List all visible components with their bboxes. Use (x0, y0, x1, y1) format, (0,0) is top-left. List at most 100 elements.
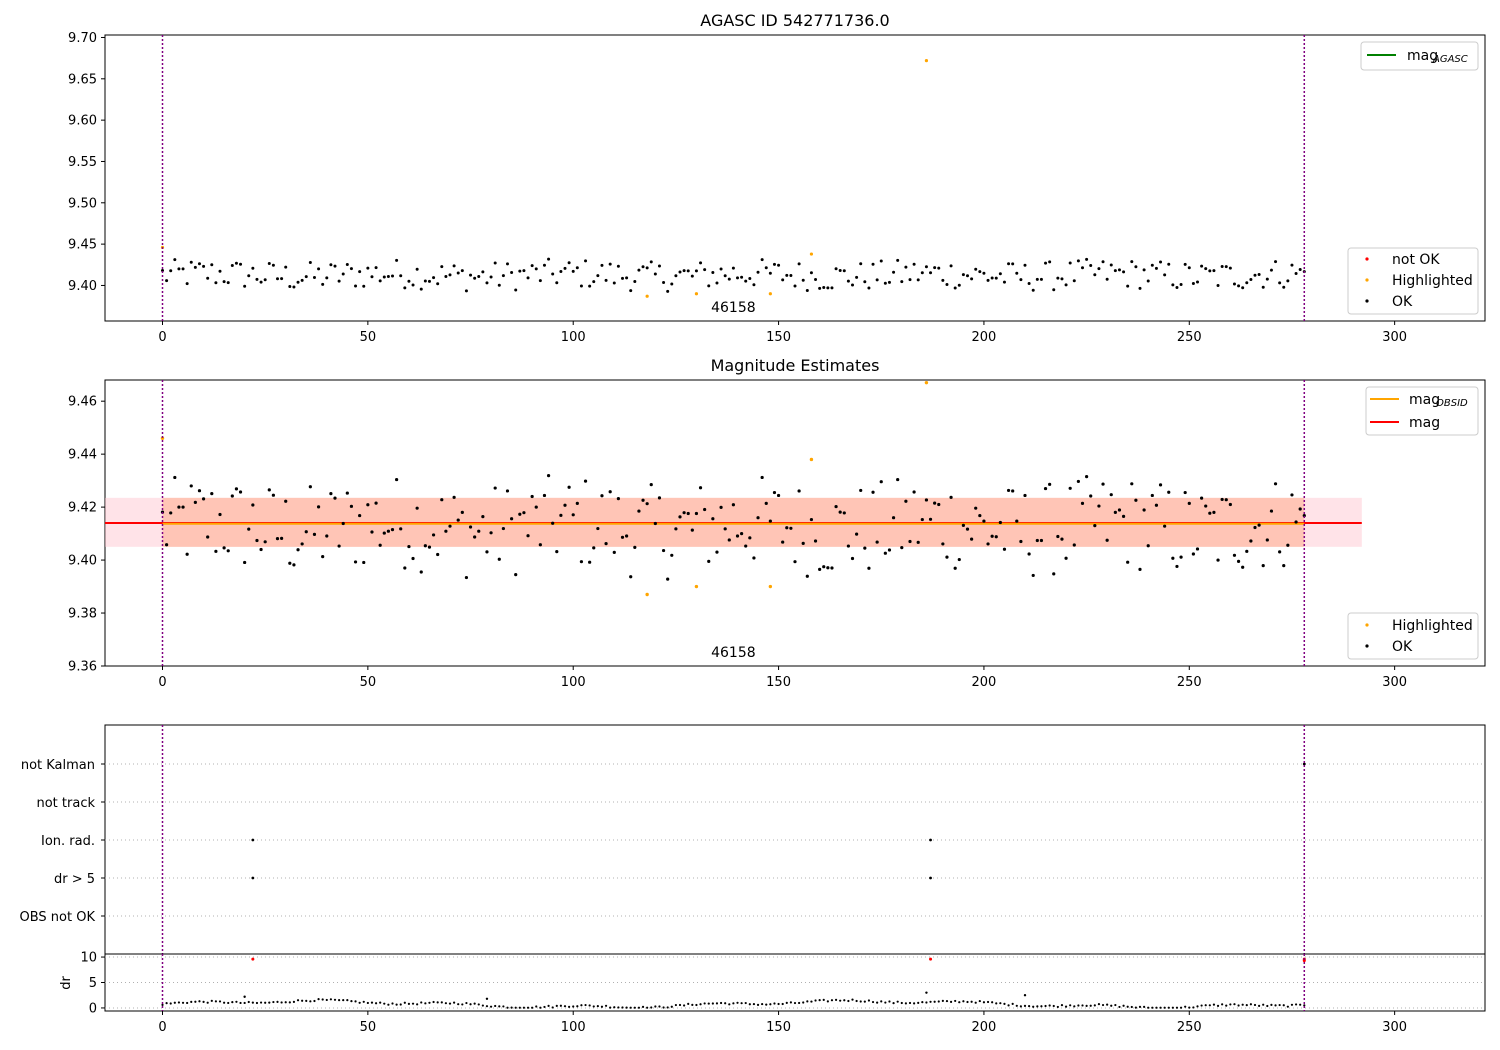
p1-ok-point (953, 286, 957, 290)
p4-dr-point (662, 1006, 665, 1009)
p1-ok-point (957, 283, 961, 287)
p2-ok-point (1191, 552, 1195, 556)
p4-dr-point (1036, 1005, 1039, 1008)
p4-dr-point (752, 1002, 756, 1006)
p4-dr-point (514, 1006, 517, 1009)
p2-ok-point (990, 534, 994, 538)
p1-ok-point (666, 289, 670, 293)
p1-ok-point (1204, 267, 1208, 271)
p2-ok-point (1212, 510, 1216, 515)
p1-ok-point (317, 267, 321, 271)
p4-dr-point (855, 999, 858, 1003)
p2-ok-point (760, 475, 764, 480)
p2-ok-point (181, 505, 185, 509)
p2-xtick-label: 100 (561, 675, 586, 690)
p2-ok-point (300, 542, 304, 546)
p2-ok-point (998, 520, 1002, 525)
p1-ok-point (1208, 269, 1212, 273)
p1-ok-point (764, 266, 768, 270)
p2-ok-point (427, 545, 432, 549)
p4-dr-point (1241, 1003, 1244, 1006)
p2-ok-point (776, 493, 781, 498)
p1-ok-point (875, 278, 879, 282)
p4-xtick-label: 150 (766, 1020, 791, 1035)
p1-ok-point (1011, 262, 1015, 266)
p4-dr-point (407, 1002, 411, 1005)
p2-ytick-label: 9.36 (68, 660, 97, 675)
p4-dr-point (1118, 1005, 1121, 1009)
p1-ok-point (616, 264, 620, 268)
p4-dr-point (711, 1002, 714, 1005)
p2-ok-point (653, 521, 657, 526)
p4-dr-point (995, 1002, 998, 1005)
p4-dr-point (535, 1005, 538, 1008)
p2-ok-point (308, 485, 312, 489)
p1-ok-point (210, 263, 214, 267)
p2-ok-point (1179, 555, 1183, 559)
p1-ok-point (797, 262, 801, 266)
p2-ok-point (1089, 494, 1093, 498)
p2-ok-point (501, 526, 505, 531)
p4-dr-point (551, 1006, 554, 1009)
p2-ok-point (842, 511, 846, 515)
p2-ok-point (1076, 479, 1080, 484)
p2-ok-point (1245, 549, 1249, 553)
p4-dr-point (1171, 1006, 1174, 1009)
p1-highlighted-point (809, 252, 814, 256)
panel1-plot-area: 0 50 100 150 200 250 300 9.40 9.45 9.50 9.55 9.60 9.… (68, 31, 1486, 345)
p4-dr-point (650, 1006, 653, 1009)
p2-highlighted-point (645, 592, 649, 597)
p4-dr-point (264, 1001, 267, 1004)
p3-flag-point (251, 876, 255, 880)
p1-ok-point (736, 276, 739, 280)
p4-dr-point (773, 1002, 776, 1005)
p2-ok-point (419, 570, 423, 574)
p4-dr-point (1155, 1006, 1158, 1009)
p1-ok-point (846, 279, 850, 283)
p4-dr-point (921, 1001, 924, 1004)
p4-dr-point (1143, 1005, 1146, 1008)
p4-dr-point (1048, 1004, 1051, 1007)
p4-dr-point (555, 1004, 558, 1008)
p4-dr-point (966, 1000, 969, 1004)
p2-ok-point (415, 506, 419, 510)
p2-ok-point (970, 537, 974, 541)
p3-category-label: not track (36, 796, 95, 811)
p1-ok-point (904, 265, 908, 269)
p4-dr-point (1221, 1003, 1224, 1006)
p4-dr-point (502, 1005, 505, 1008)
p2-ok-point (559, 513, 563, 517)
p1-ok-point (1249, 278, 1253, 282)
p1-ok-point (662, 280, 666, 284)
p1-ok-point (567, 261, 571, 265)
p1-ok-point (1126, 284, 1130, 288)
p4-dr-point (1114, 1003, 1117, 1007)
p1-ok-point (756, 270, 760, 274)
p1-legend-bottom-frame (1347, 247, 1479, 315)
p1-highlighted-point (694, 292, 699, 296)
p4-dr-point (1253, 1003, 1257, 1007)
p1-ok-point (933, 266, 937, 270)
p2-ok-point (222, 546, 226, 550)
p1-ok-point (501, 274, 505, 278)
p2-ok-point (818, 567, 822, 571)
p4-dr-point (621, 1006, 624, 1009)
p2-ok-point (982, 519, 986, 523)
p4-dr-point (740, 1002, 743, 1005)
p2-ok-point (789, 526, 793, 530)
p1-ok-point (1245, 281, 1249, 285)
p1-ok-point (292, 285, 296, 289)
p2-ok-point (1154, 503, 1159, 507)
p4-dr-point (756, 1003, 760, 1006)
p4-dr-point (592, 1005, 595, 1008)
p4-dr-point (325, 998, 328, 1002)
p4-dr-point (888, 1000, 891, 1003)
p2-ok-point (1183, 490, 1187, 495)
p2-ok-point (1027, 552, 1031, 556)
p2-ok-point (805, 574, 809, 578)
p4-dr-point (161, 1003, 164, 1006)
p2-ok-point (612, 550, 616, 554)
p2-legend-ok-swatch (1365, 644, 1369, 648)
p2-ok-point (1236, 559, 1241, 563)
